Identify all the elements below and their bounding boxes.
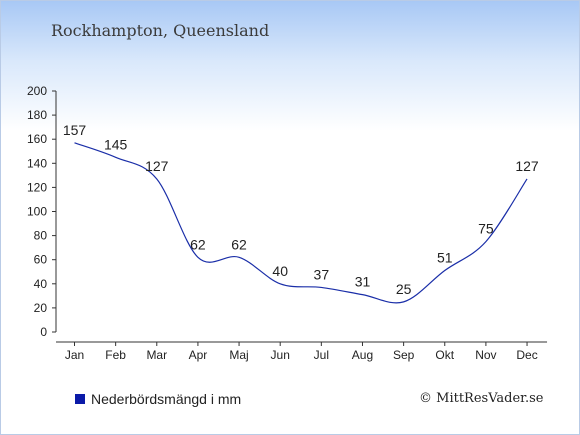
credit-text: © MittResVader.se: [419, 391, 544, 406]
y-tick-label: 60: [34, 253, 48, 267]
x-tick-label: Jul: [314, 348, 329, 362]
x-tick-label: Maj: [229, 348, 248, 362]
series-line: [74, 142, 528, 304]
x-tick-label: Nov: [475, 348, 496, 362]
data-label: 127: [515, 158, 539, 174]
x-tick-label: Jun: [271, 348, 290, 362]
x-tick-label: Okt: [435, 348, 454, 362]
data-label: 40: [272, 263, 288, 279]
data-label: 25: [396, 281, 412, 297]
data-label: 157: [63, 122, 87, 138]
y-tick-label: 180: [27, 108, 47, 122]
x-tick-label: Dec: [516, 348, 537, 362]
legend-label: Nederbördsmängd i mm: [91, 391, 242, 407]
y-tick-label: 40: [34, 277, 48, 291]
x-tick-label: Aug: [352, 348, 373, 362]
data-label: 31: [355, 274, 371, 290]
x-tick-label: Apr: [189, 348, 208, 362]
y-tick-label: 0: [40, 325, 47, 339]
data-label: 37: [314, 266, 330, 282]
data-label: 75: [478, 221, 494, 237]
y-tick-label: 200: [27, 84, 47, 98]
x-tick-label: Jan: [65, 348, 84, 362]
x-tick-label: Mar: [146, 348, 167, 362]
y-tick-label: 120: [27, 180, 47, 194]
y-tick-label: 160: [27, 132, 47, 146]
data-label: 51: [437, 250, 453, 266]
legend: Nederbördsmängd i mm: [75, 391, 241, 407]
y-tick-label: 80: [34, 229, 48, 243]
x-tick-label: Feb: [105, 348, 126, 362]
y-tick-label: 20: [34, 301, 48, 315]
legend-swatch: [75, 394, 85, 404]
x-tick-label: Sep: [393, 348, 415, 362]
y-tick-label: 140: [27, 156, 47, 170]
y-tick-label: 100: [27, 205, 47, 219]
data-label: 127: [145, 158, 169, 174]
data-label: 62: [231, 236, 247, 252]
data-label: 62: [190, 236, 206, 252]
chart-title: Rockhampton, Queensland: [51, 21, 270, 40]
data-label: 145: [104, 136, 128, 152]
